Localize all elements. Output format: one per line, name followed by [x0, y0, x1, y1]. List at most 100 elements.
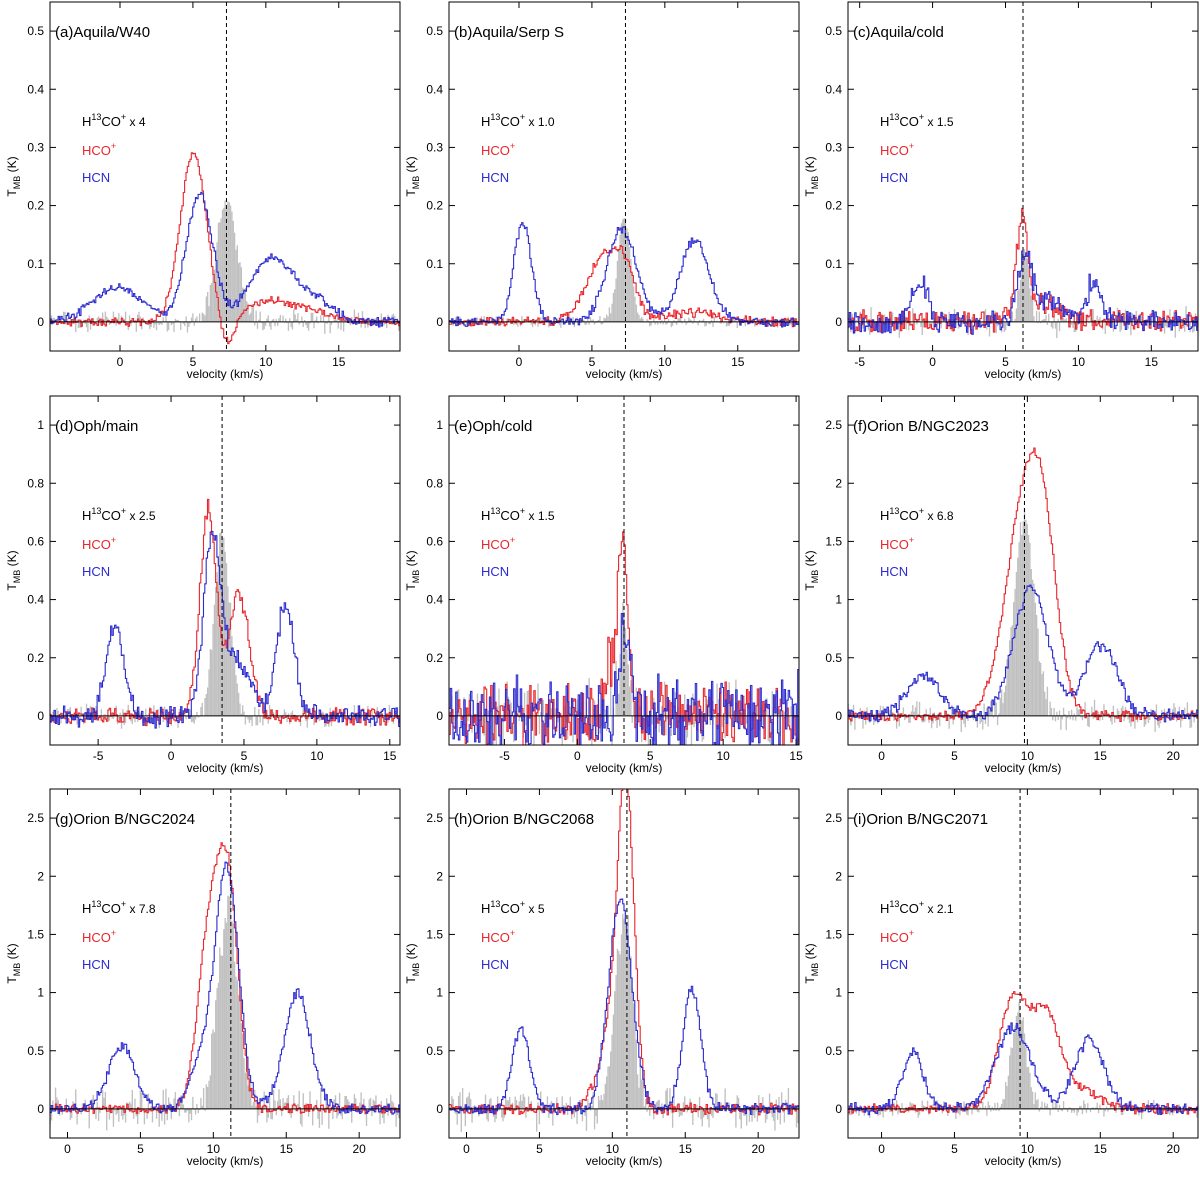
h13co-bar [192, 313, 194, 322]
h13co-bar [1033, 583, 1035, 716]
h13co-bar [754, 1108, 756, 1119]
h13co-bar [1166, 321, 1168, 328]
legend-hcn: HCN [82, 564, 110, 579]
h13co-bar [392, 1102, 395, 1109]
h13co-bar [623, 217, 625, 322]
h13co-bar [618, 951, 620, 1109]
h13co-bar [64, 710, 66, 716]
h13co-bar [1073, 321, 1075, 333]
h13co-bar [925, 709, 927, 716]
y-tick-label: 0 [436, 315, 443, 329]
h13co-bar [291, 710, 294, 716]
h13co-bar [615, 975, 617, 1109]
h13co-bar [192, 715, 194, 723]
h13co-bar [1131, 313, 1133, 322]
h13co-bar [293, 1095, 295, 1109]
h13co-bar [193, 321, 195, 326]
h13co-bar [1006, 1086, 1008, 1109]
h13co-bar [1072, 1108, 1074, 1111]
h13co-bar [992, 715, 995, 718]
h13co-bar [713, 1108, 716, 1112]
legend-h13co-mid: CO [500, 114, 520, 129]
h13co-bar [522, 1093, 524, 1109]
h13co-bar [505, 1097, 507, 1109]
h13co-bar [666, 1088, 668, 1109]
h13co-bar [279, 715, 282, 719]
h13co-bar [283, 1102, 286, 1109]
h13co-bar [720, 1102, 722, 1109]
h13co-bar [1066, 1108, 1069, 1112]
h13co-bar [991, 707, 993, 716]
x-tick-label: 10 [207, 1142, 221, 1156]
h13co-bar [513, 715, 515, 743]
h13co-bar [209, 1075, 212, 1109]
h13co-bar [1193, 321, 1195, 332]
h13co-bar [939, 715, 941, 727]
h13co-bar [498, 1108, 500, 1111]
h13co-bar [522, 319, 524, 322]
h13co-bar [955, 1108, 957, 1119]
h13co-bar [268, 1093, 271, 1109]
h13co-bar [207, 292, 209, 322]
h13co-bar [278, 1089, 280, 1109]
h13co-bar [255, 310, 257, 322]
h13co-bar [891, 312, 894, 322]
legend-h13co-mid: CO [500, 901, 520, 916]
h13co-bar [185, 1108, 187, 1113]
h13co-bar [336, 1108, 338, 1119]
h13co-bar [1120, 1108, 1123, 1116]
h13co-bar [1034, 602, 1036, 716]
h13co-bar [534, 1108, 536, 1111]
h13co-bar [139, 712, 142, 716]
h13co-bar [606, 1076, 608, 1109]
h13co-bar [1046, 1103, 1049, 1109]
y-label-main: T [404, 976, 418, 984]
legend-hcop-sup: + [510, 535, 515, 545]
h13co-bar [1062, 1101, 1065, 1109]
h13co-bar [383, 321, 385, 326]
y-tick-label: 0.3 [825, 140, 842, 154]
x-tick-label: 0 [878, 749, 885, 763]
h13co-bar [52, 711, 54, 716]
legend-h13co: H13CO+ x 2.5 [82, 506, 156, 523]
h13co-bar [697, 321, 699, 326]
legend-hcop: HCO+ [481, 928, 515, 945]
h13co-bar [552, 1108, 554, 1126]
h13co-bar [685, 715, 687, 745]
h13co-bar [297, 1103, 299, 1109]
h13co-bar [278, 715, 280, 717]
h13co-bar [735, 318, 737, 322]
h13co-bar [1120, 707, 1123, 716]
y-tick-label: 0 [835, 315, 842, 329]
h13co-bar [517, 1107, 519, 1109]
h13co-bar [952, 715, 954, 725]
h13co-bar [205, 693, 207, 716]
h13co-bar [227, 895, 229, 1109]
h13co-bar [1017, 1012, 1019, 1109]
h13co-bar [671, 321, 674, 326]
h13co-bar [995, 1108, 997, 1111]
h13co-bar [631, 988, 633, 1109]
h13co-bar [353, 1094, 356, 1109]
h13co-bar [97, 316, 100, 322]
h13co-bar [498, 688, 500, 716]
x-axis-label: velocity (km/s) [187, 761, 264, 775]
y-tick-label: 0.8 [27, 476, 44, 490]
h13co-bar [484, 715, 487, 745]
h13co-bar [1089, 316, 1092, 322]
h13co-bar [162, 715, 164, 722]
h13co-bar [1091, 706, 1093, 716]
y-tick-label: 1.5 [27, 927, 44, 941]
y-label-unit: (K) [404, 156, 418, 175]
legend-scale: x 2.5 [126, 509, 156, 523]
h13co-bar [1112, 321, 1115, 332]
h13co-bar [149, 321, 151, 330]
h13co-bar [251, 1105, 253, 1109]
h13co-bar [371, 710, 373, 716]
h13co-bar [715, 1092, 717, 1109]
h13co-bar [56, 707, 58, 716]
h13co-bar [453, 1108, 456, 1113]
hcn-spectrum [50, 191, 400, 328]
h13co-bar [921, 321, 923, 336]
legend-h13co-prefix: H [82, 114, 91, 129]
